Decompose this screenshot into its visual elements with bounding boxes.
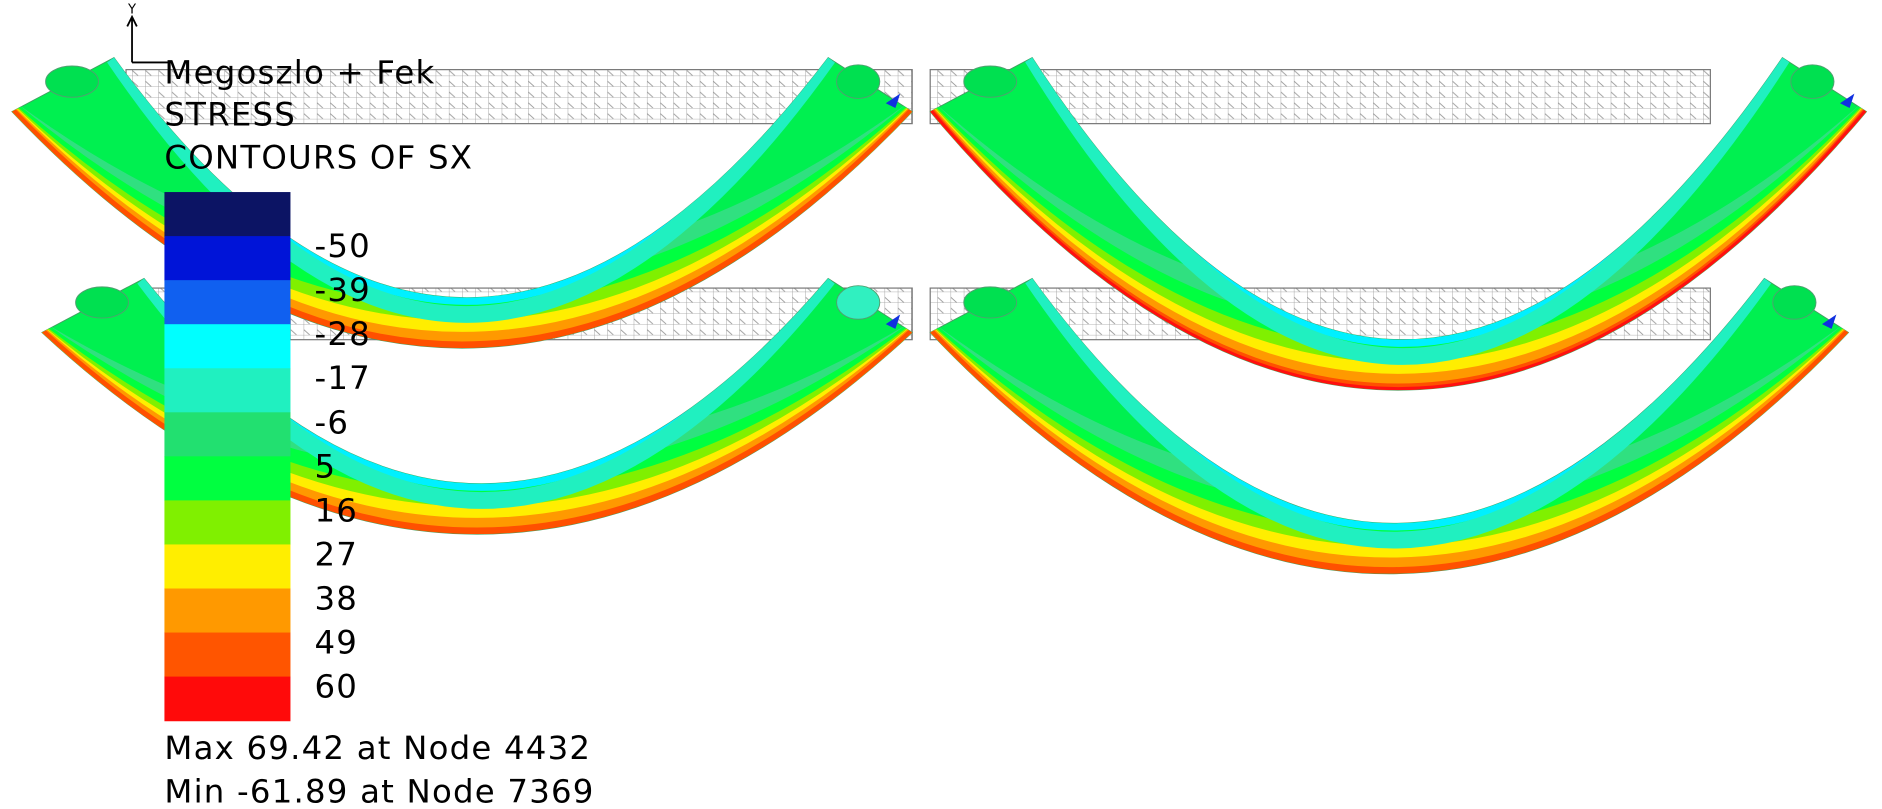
legend-band: [164, 633, 290, 678]
stress-plot: Y Megoszlo + Fek STRESS CONTOURS OF SX -…: [0, 0, 1882, 809]
legend-band: [164, 324, 290, 369]
legend-band: [164, 456, 290, 501]
header-line: CONTOURS OF SX: [164, 139, 473, 177]
legend-band: [164, 544, 290, 589]
legend-band: [164, 677, 290, 722]
stress-spot: [964, 66, 1017, 97]
axis-label: Y: [127, 3, 137, 18]
stress-spot: [1773, 286, 1816, 320]
legend-label: -17: [314, 359, 371, 397]
legend-label: 27: [314, 535, 358, 573]
legend-label: 38: [314, 580, 358, 618]
legend-label: -28: [314, 315, 371, 353]
stress-spot: [76, 287, 129, 318]
header-line: Megoszlo + Fek: [164, 53, 435, 91]
legend-band: [164, 192, 290, 237]
stress-spot: [1791, 65, 1834, 99]
legend-band: [164, 368, 290, 413]
legend-label: 5: [314, 447, 336, 485]
legend-label: 16: [314, 491, 358, 529]
max-note: Max 69.42 at Node 4432: [164, 729, 591, 767]
stress-spot: [964, 287, 1017, 318]
legend-band: [164, 280, 290, 325]
legend-label: 60: [314, 668, 358, 706]
legend-band: [164, 412, 290, 457]
header-line: STRESS: [164, 95, 296, 133]
legend-label: -6: [314, 403, 349, 441]
legend-label: -39: [314, 271, 371, 309]
legend-label: 49: [314, 624, 358, 662]
stress-spot: [46, 66, 99, 97]
stress-spot: [837, 286, 880, 320]
stress-spot: [837, 65, 880, 99]
legend-band: [164, 588, 290, 633]
legend-band: [164, 236, 290, 281]
legend-band: [164, 500, 290, 545]
min-note: Min -61.89 at Node 7369: [164, 772, 594, 809]
legend-label: -50: [314, 227, 371, 265]
